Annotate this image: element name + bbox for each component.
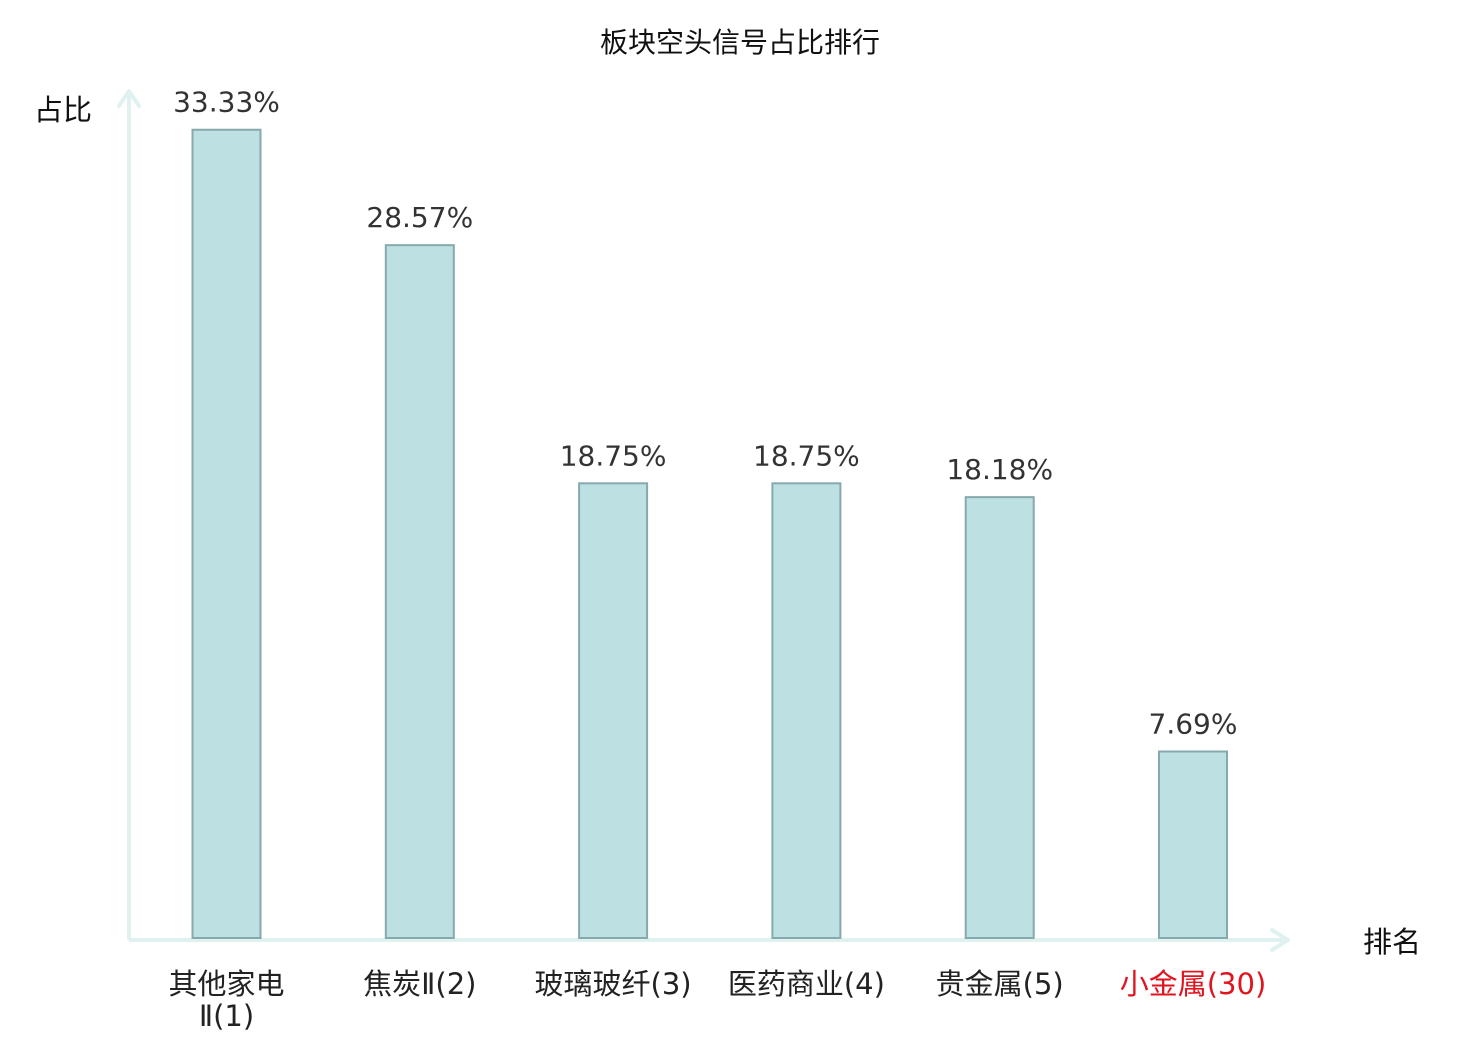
x-tick-rank: (30) [1207, 967, 1267, 1001]
bar-value-label: 18.18% [946, 453, 1053, 486]
bar-value-label: 7.69% [1149, 708, 1238, 741]
axes [117, 89, 1290, 952]
bar [771, 482, 842, 939]
x-tick-label: 其他家电 Ⅱ(1) [168, 967, 284, 1033]
x-tick-label: 小金属(30) [1120, 967, 1267, 1001]
bar-value-label: 18.75% [753, 439, 860, 472]
x-tick-rank: (4) [844, 967, 885, 1001]
x-axis-label: 排名 [1363, 925, 1421, 959]
bar-value-label: 28.57% [366, 201, 473, 234]
bar [384, 244, 455, 940]
x-tick-name: 贵金属 [936, 967, 1023, 1001]
y-axis-arrow-icon [117, 89, 141, 108]
bar-value-label: 18.75% [560, 439, 667, 472]
x-tick-label: 医药商业(4) [728, 967, 885, 1001]
x-tick-label: 贵金属(5) [936, 967, 1064, 1001]
x-tick-name: 焦炭Ⅱ [363, 967, 435, 1001]
x-tick-rank: (3) [651, 967, 692, 1001]
x-tick-label: 焦炭Ⅱ(2) [363, 967, 476, 1001]
bar-value-label: 33.33% [173, 86, 280, 119]
y-axis-label: 占比 [34, 93, 92, 127]
bar [191, 128, 262, 939]
category-labels: 其他家电 Ⅱ(1) 焦炭Ⅱ(2) 玻璃玻纤(3) 医药商业(4) 贵金属(5) 小金属(30… [168, 967, 1266, 1033]
x-tick-name: 医药商业 [728, 967, 844, 1001]
x-tick-rank: Ⅱ(1) [199, 999, 254, 1033]
chart-title: 板块空头信号占比排行 [600, 26, 880, 59]
bar [578, 482, 649, 939]
x-tick-label: 玻璃玻纤(3) [535, 967, 692, 1001]
x-axis-arrow-icon [1270, 928, 1290, 952]
x-tick-name: 玻璃玻纤 [535, 967, 651, 1001]
value-labels: 33.33% 28.57% 18.75% 18.75% 18.18% 7.69% [173, 86, 1237, 741]
bar-series [191, 128, 1228, 940]
bar [964, 496, 1035, 939]
x-tick-name: 其他家电 [168, 967, 284, 1001]
x-tick-rank: (2) [435, 967, 476, 1001]
bar [1158, 750, 1228, 940]
x-tick-rank: (5) [1023, 967, 1064, 1001]
x-tick-name: 小金属 [1120, 967, 1207, 1001]
